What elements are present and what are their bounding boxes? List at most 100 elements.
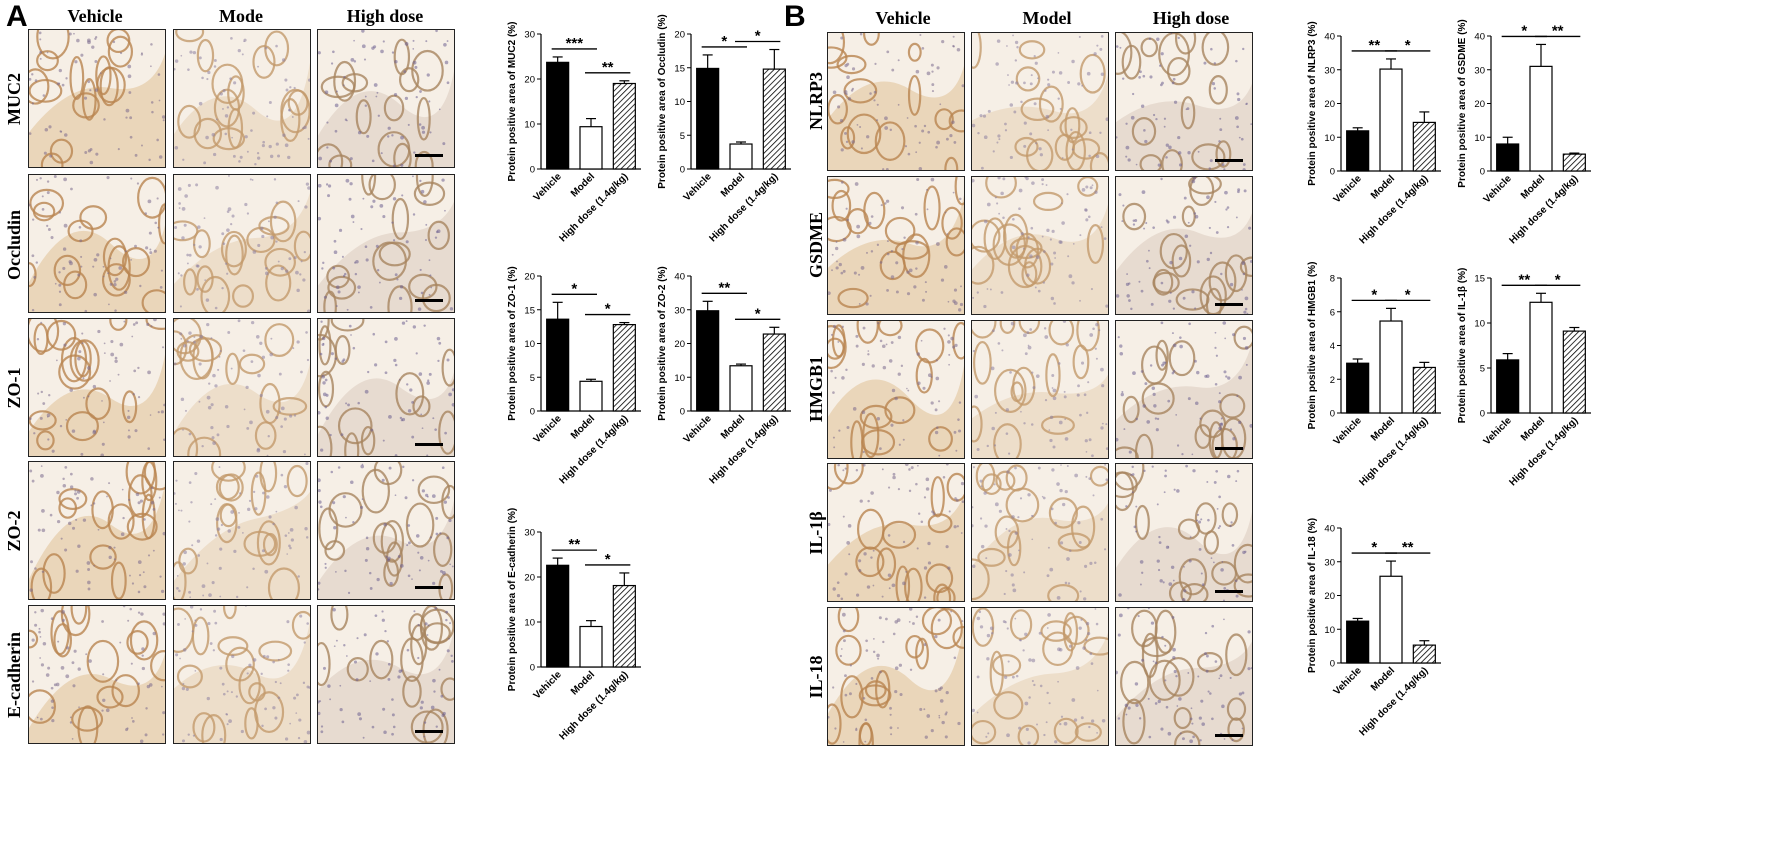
micrograph-b-row2-col1 (827, 176, 965, 315)
bar (762, 68, 786, 170)
y-tick-label: 0 (530, 663, 535, 674)
micrograph-b-row2-col3 (1115, 176, 1253, 315)
micrograph-b-row5-col3 (1115, 607, 1253, 746)
micrograph-b-row1-col3 (1115, 32, 1253, 171)
y-tick-label: 40 (674, 272, 685, 283)
scale-bar (415, 299, 443, 302)
bar (729, 365, 753, 412)
bar (1412, 366, 1436, 414)
x-tick-label: Vehicle (1332, 415, 1364, 447)
x-tick-label: High dose (1.4g/kg) (707, 171, 780, 244)
x-tick-label: Model (569, 171, 597, 199)
scale-bar (1215, 734, 1243, 737)
y-tick-label: 10 (1474, 319, 1485, 330)
x-tick-label: Model (719, 171, 747, 199)
y-tick-label: 10 (1324, 625, 1335, 636)
y-tick-label: 30 (1474, 65, 1485, 76)
x-tick-label: Model (1369, 665, 1397, 693)
micrograph-b-row5-col2 (971, 607, 1109, 746)
column-header-vehicle: Vehicle (875, 8, 931, 28)
x-tick-label: Model (569, 413, 597, 441)
micrograph-b-row5-col1 (827, 607, 965, 746)
y-tick-label: 40 (1324, 32, 1335, 43)
y-tick-label: 10 (1474, 133, 1485, 144)
significance-label: * (571, 280, 577, 297)
row-label-il18: IL-18 (806, 655, 826, 699)
row-label-occludin: Occludin (4, 210, 24, 281)
bar-chart-svg: Protein positive area of GSDME (%) 0 10 20 3… (1457, 19, 1591, 246)
y-tick-label: 10 (524, 618, 535, 629)
bar (612, 82, 636, 170)
x-tick-label: Vehicle (1482, 415, 1514, 447)
bar (696, 310, 720, 412)
y-tick-label: 8 (1330, 274, 1335, 285)
bar-chart: Protein positive area of HMGB1 (%) 0 2 4 6 8 V… (1305, 262, 1455, 523)
bar-chart-svg: Protein positive area of MUC2 (%) 0 10 20 30… (507, 21, 641, 244)
bar (546, 61, 570, 170)
x-tick-label: Vehicle (532, 413, 564, 445)
bar (612, 323, 636, 412)
x-tick-label: High dose (1.4g/kg) (1507, 415, 1580, 488)
x-tick-label: Vehicle (532, 171, 564, 203)
y-tick-label: 6 (1330, 307, 1335, 318)
bar-chart: Protein positive area of ZO-1 (%) 0 5 10 15 2… (505, 266, 655, 521)
y-tick-label: 0 (1480, 409, 1485, 420)
x-tick-label: Model (1369, 415, 1397, 443)
significance-label: *** (566, 35, 584, 52)
micrograph-a-row4-col2 (173, 461, 311, 600)
y-tick-label: 20 (1324, 99, 1335, 110)
row-label-hmgb1: HMGB1 (806, 356, 826, 422)
bar (1379, 320, 1403, 414)
y-axis-label: Protein positive area of GSDME (%) (1457, 19, 1468, 187)
y-tick-label: 20 (524, 272, 535, 283)
bar (1562, 330, 1586, 414)
y-axis-label: Protein positive area of NLRP3 (%) (1307, 21, 1318, 185)
significance-label: * (1405, 37, 1411, 54)
y-axis-label: Protein positive area of ZO-2 (%) (657, 266, 668, 420)
x-tick-label: Vehicle (1482, 173, 1514, 205)
micrograph-a-row4-col3 (317, 461, 455, 600)
x-tick-label: Model (569, 669, 597, 697)
micrograph-a-row1-col2 (173, 29, 311, 168)
y-axis-label: Protein positive area of IL-18 (%) (1307, 518, 1318, 673)
y-tick-label: 10 (1324, 133, 1335, 144)
significance-label: * (605, 301, 611, 318)
bar (579, 625, 603, 668)
significance-label: ** (1552, 22, 1564, 39)
y-tick-label: 0 (1330, 167, 1335, 178)
bar (546, 318, 570, 412)
scale-bar (415, 730, 443, 733)
bar-chart: Protein positive area of Occludin (%) 0 5 1… (655, 14, 805, 279)
y-tick-label: 0 (1330, 659, 1335, 670)
bar-chart: Protein positive area of MUC2 (%) 0 10 20 30… (505, 21, 655, 279)
y-tick-label: 15 (1474, 274, 1485, 285)
y-tick-label: 20 (674, 339, 685, 350)
bar-chart: Protein positive area of E-cadherin (%) 0… (505, 508, 655, 777)
micrograph-a-row2-col2 (173, 174, 311, 313)
y-tick-label: 20 (674, 30, 685, 41)
significance-label: ** (1368, 37, 1380, 54)
bar-chart-svg: Protein positive area of ZO-1 (%) 0 5 10 15 2… (507, 266, 641, 486)
y-tick-label: 30 (524, 528, 535, 539)
panel-letter-b: B (784, 0, 806, 33)
y-tick-label: 5 (530, 373, 535, 384)
micrograph-a-row3-col3 (317, 318, 455, 457)
x-tick-label: High dose (1.4g/kg) (707, 413, 780, 486)
column-header-high-dose: High dose (1152, 8, 1230, 28)
column-header-model: Model (1022, 8, 1072, 28)
significance-label: ** (1518, 271, 1530, 288)
micrograph-b-row3-col2 (971, 320, 1109, 459)
bar (579, 126, 603, 170)
row-label-nlrp3: NLRP3 (806, 72, 826, 130)
bar (1379, 68, 1403, 172)
row-label-zo2: ZO-2 (4, 510, 24, 552)
bar (1379, 575, 1403, 664)
significance-label: * (1521, 22, 1527, 39)
y-tick-label: 0 (1330, 409, 1335, 420)
y-tick-label: 20 (1324, 591, 1335, 602)
significance-label: ** (568, 536, 580, 553)
bar (729, 143, 753, 170)
x-tick-label: High dose (1.4g/kg) (1357, 415, 1430, 488)
bar (546, 564, 570, 668)
x-tick-label: Model (1519, 415, 1547, 443)
